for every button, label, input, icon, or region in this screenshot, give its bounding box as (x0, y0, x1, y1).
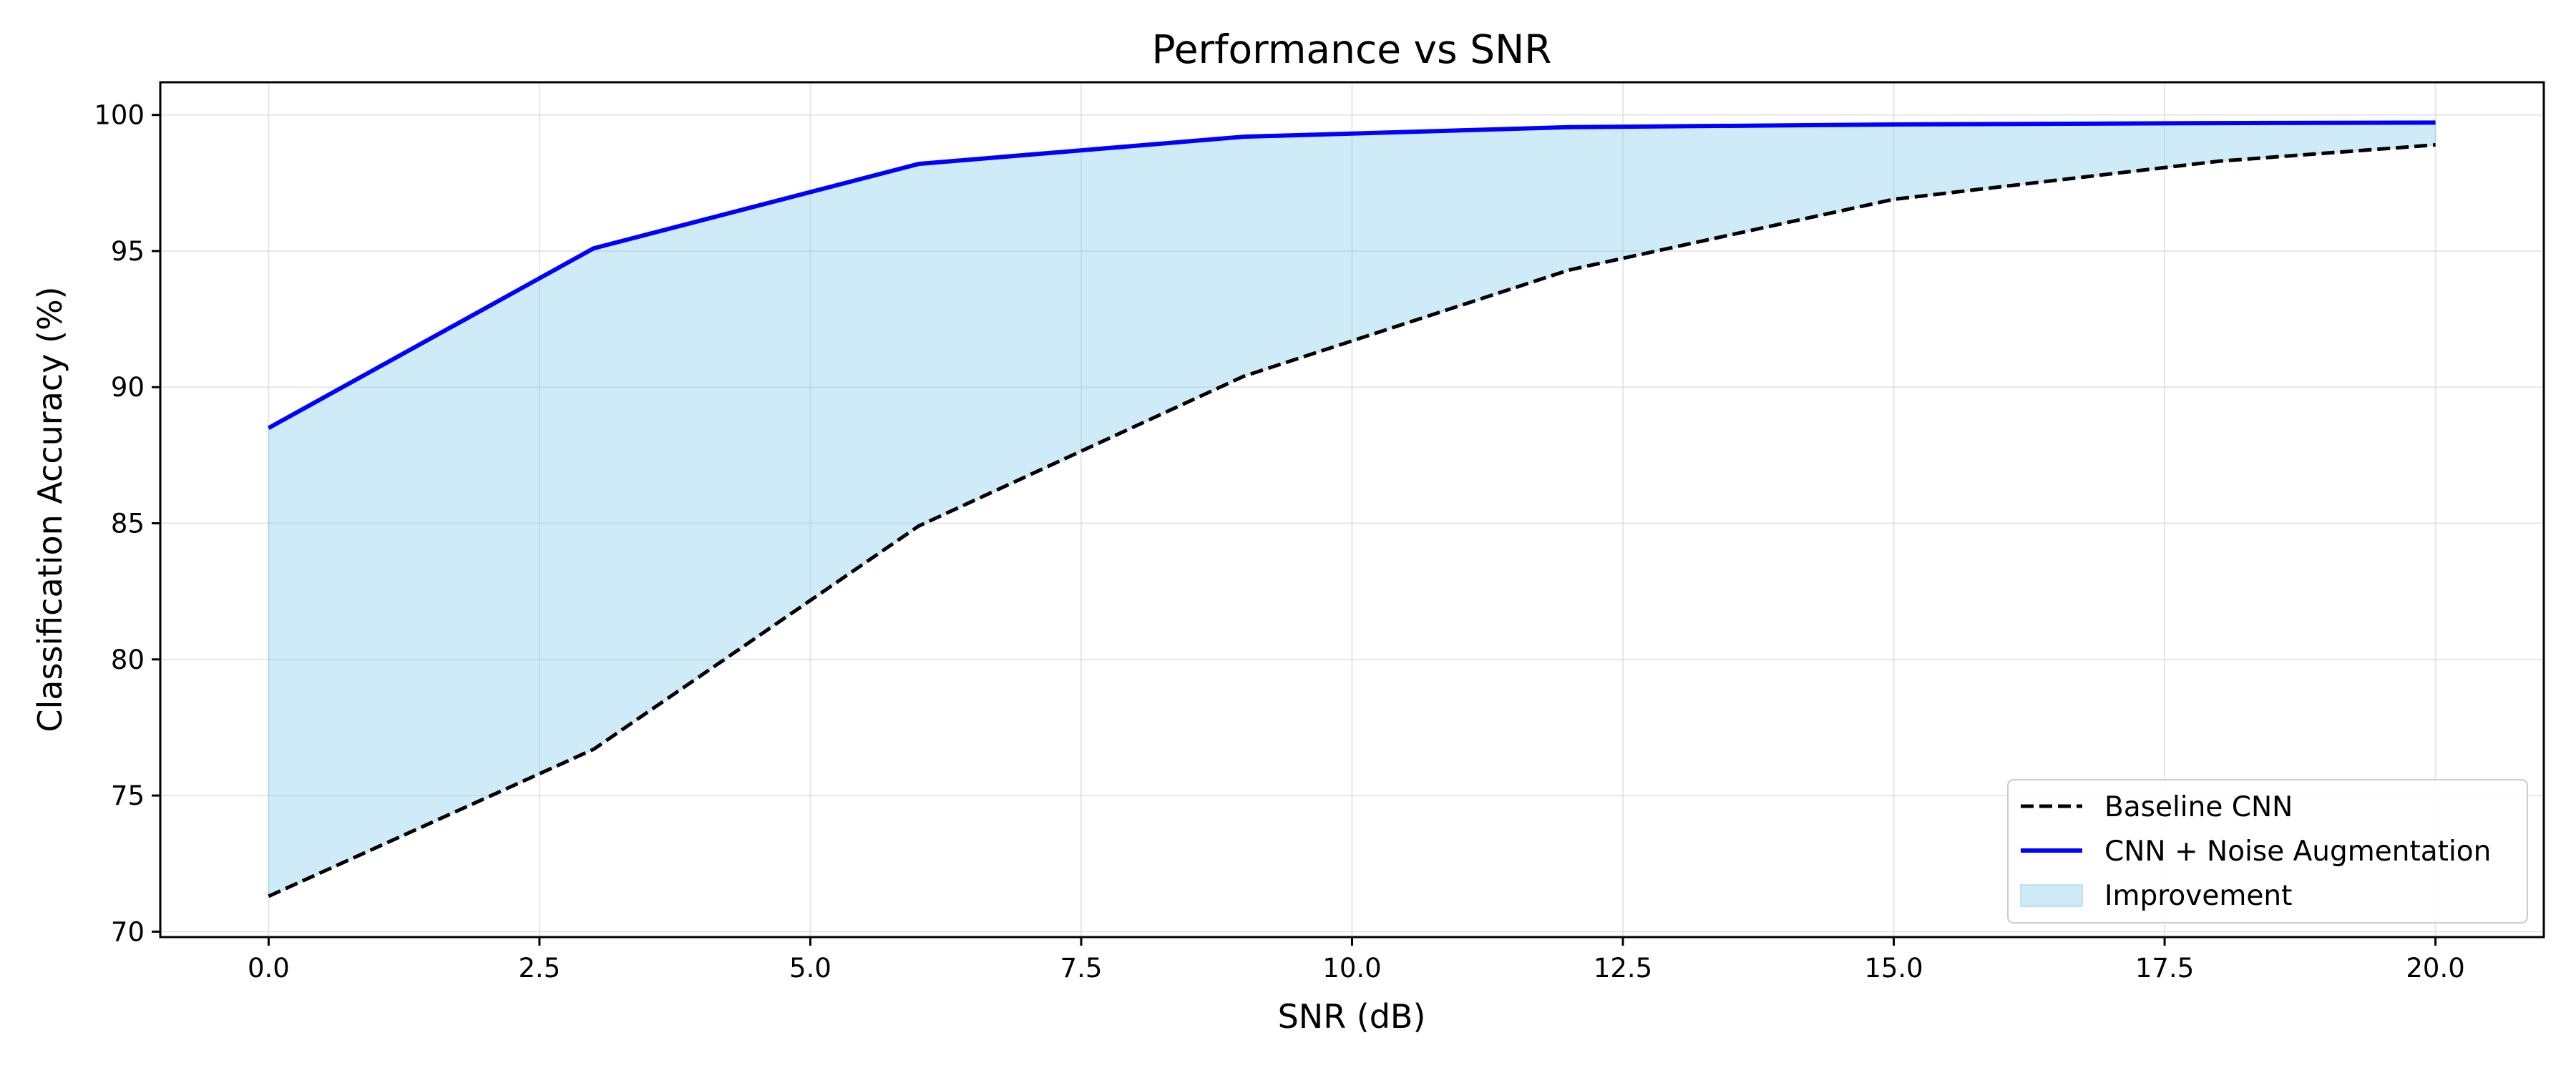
y-tick-label-1: 75 (111, 780, 145, 811)
x-tick-label-6: 15.0 (1864, 953, 1923, 984)
y-tick-label-6: 100 (94, 100, 145, 131)
legend-item-baseline-cnn: Baseline CNN (2021, 791, 2293, 823)
y-tick-label-5: 95 (111, 236, 145, 267)
legend-label-1: CNN + Noise Augmentation (2104, 836, 2491, 868)
legend-label-0: Baseline CNN (2104, 791, 2293, 823)
x-tick-label-1: 2.5 (519, 953, 561, 984)
chart-title: Performance vs SNR (1152, 26, 1552, 72)
x-tick-label-4: 10.0 (1322, 953, 1381, 984)
y-tick-label-4: 90 (111, 372, 145, 403)
x-tick-label-8: 20.0 (2406, 953, 2464, 984)
legend-box (2007, 779, 2528, 923)
legend-label-2: Improvement (2104, 880, 2292, 912)
x-tick-label-5: 12.5 (1594, 953, 1652, 984)
y-tick-label-0: 70 (111, 916, 145, 947)
x-tick-label-3: 7.5 (1060, 953, 1103, 984)
x-tick-label-0: 0.0 (248, 953, 290, 984)
y-tick-label-2: 80 (111, 645, 145, 675)
legend-swatch-2 (2020, 884, 2083, 907)
x-tick-label-2: 5.0 (789, 953, 831, 984)
legend: Baseline CNN CNN + Noise Augmentation Impr… (2007, 779, 2528, 923)
x-tick-label-7: 17.5 (2135, 953, 2194, 984)
plot-layer: 0.0 2.5 5.0 7.5 10.0 12.5 15.0 17.5 20.0 70 75 80 85… (94, 81, 2545, 984)
y-axis-label: Classification Accuracy (%) (31, 286, 69, 732)
x-axis-label: SNR (dB) (1278, 997, 1426, 1036)
y-tick-label-3: 85 (111, 509, 145, 539)
legend-item-cnn-noise-augmentation: CNN + Noise Augmentation (2021, 836, 2491, 868)
cnn-noise-augmentation-line (267, 120, 2436, 430)
baseline-cnn-line (268, 143, 2436, 898)
legend-item-improvement: Improvement (2020, 880, 2292, 912)
